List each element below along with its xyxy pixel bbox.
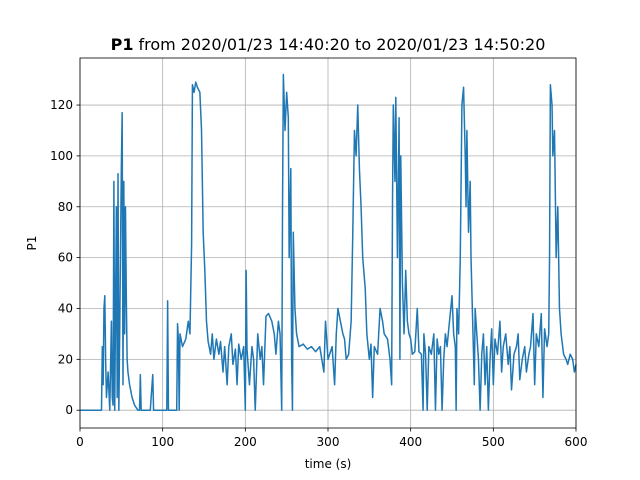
chart-title: P1 from 2020/01/23 14:40:20 to 2020/01/23…: [111, 35, 546, 54]
x-tick-label: 500: [482, 435, 505, 449]
x-tick-label: 600: [565, 435, 588, 449]
y-tick-label: 80: [58, 200, 73, 214]
x-tick-label: 100: [151, 435, 174, 449]
y-tick-label: 60: [58, 251, 73, 265]
x-tick-label: 200: [234, 435, 257, 449]
y-axis-label: P1: [25, 236, 39, 251]
title-variable: P1: [111, 35, 134, 54]
title-text: from 2020/01/23 14:40:20 to 2020/01/23 1…: [138, 35, 545, 54]
y-tick-label: 40: [58, 301, 73, 315]
y-tick-label: 0: [65, 403, 73, 417]
y-tick-label: 20: [58, 352, 73, 366]
y-tick-label: 120: [50, 98, 73, 112]
x-axis-label: time (s): [305, 457, 352, 471]
x-tick-label: 0: [76, 435, 84, 449]
plot-area: [80, 73, 577, 411]
data-line: [80, 73, 577, 411]
grid: [79, 58, 577, 428]
ticks: 0 100 200 300 400 500 600 0 20 40 60 80 100 120: [50, 98, 587, 449]
x-tick-label: 400: [399, 435, 422, 449]
x-tick-label: 300: [317, 435, 340, 449]
y-tick-label: 100: [50, 149, 73, 163]
